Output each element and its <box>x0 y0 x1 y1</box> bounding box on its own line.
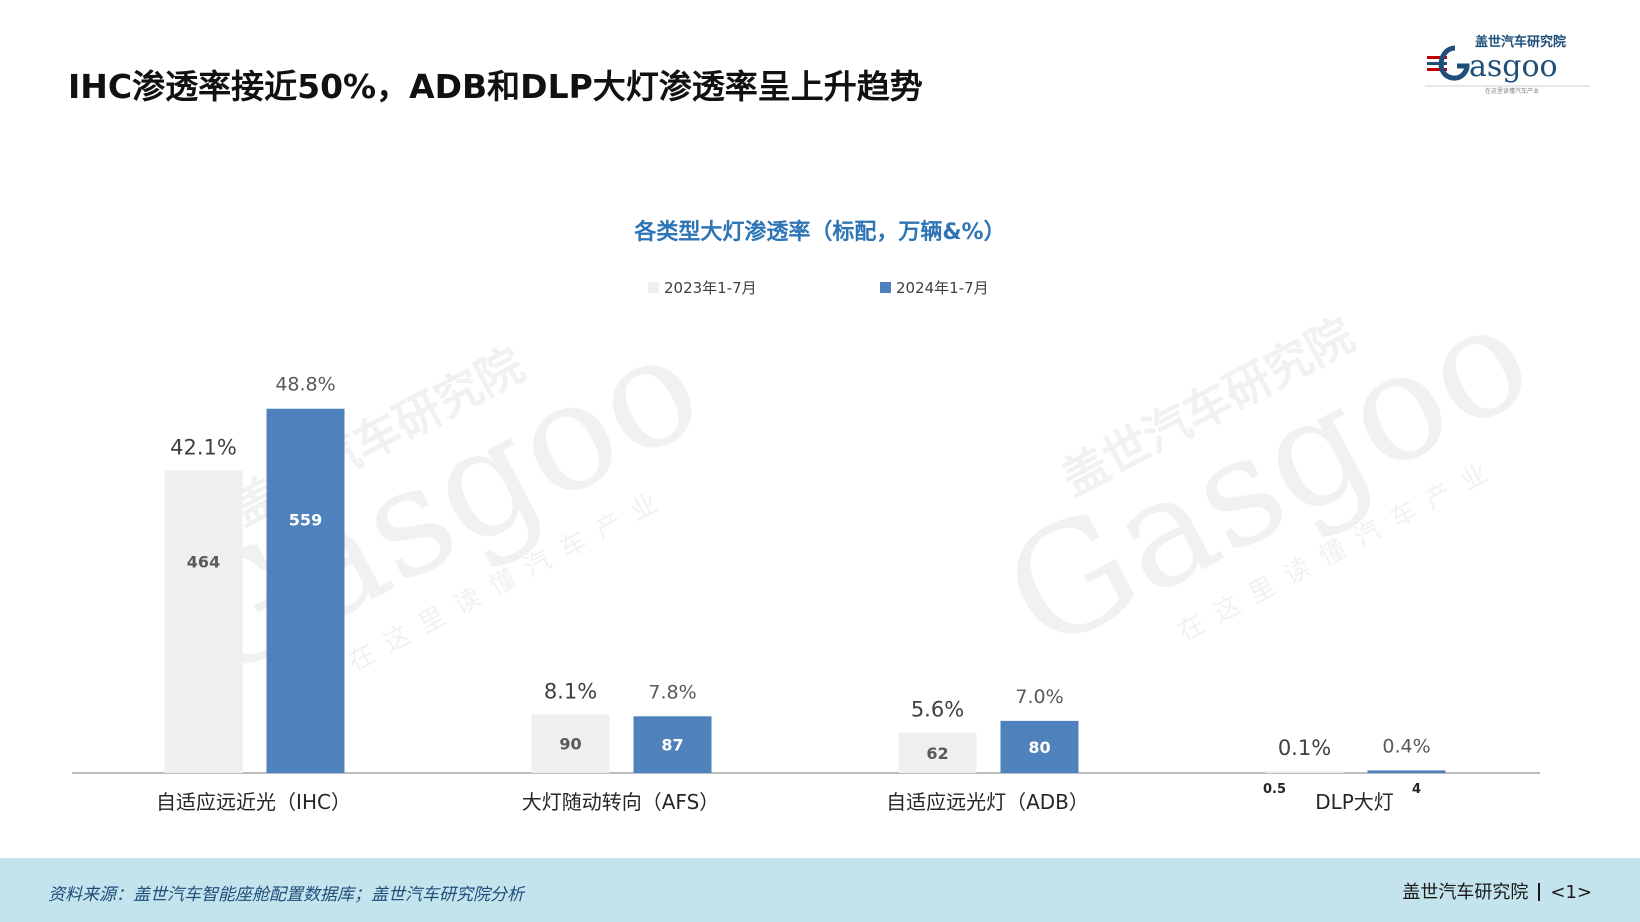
x-tick-label: 自适应远光灯（ADB） <box>886 790 1089 814</box>
legend-swatch-2024 <box>880 282 891 293</box>
footer-right: 盖世汽车研究院 <1> <box>1402 878 1592 904</box>
x-tick-label: 大灯随动转向（AFS） <box>522 790 720 814</box>
data-label-rate: 7.0% <box>1015 686 1063 708</box>
bar-2023 <box>531 714 610 773</box>
data-label-rate: 42.1% <box>170 436 237 460</box>
svg-text:asgoo: asgoo <box>1469 49 1558 84</box>
bar-2024 <box>633 716 712 773</box>
data-label-volume: 62 <box>926 744 948 763</box>
x-tick-label: DLP大灯 <box>1315 790 1394 814</box>
chart-title: 各类型大灯渗透率（标配，万辆&%） <box>634 220 1006 245</box>
source-note: 资料来源：盖世汽车智能座舱配置数据库；盖世汽车研究院分析 <box>48 885 524 905</box>
data-label-volume: 464 <box>187 552 220 571</box>
legend-label-2023: 2023年1-7月 <box>664 279 757 297</box>
data-label-rate: 5.6% <box>911 698 964 722</box>
logo-flag-icon <box>1427 56 1447 71</box>
legend-item-2024: 2024年1-7月 <box>880 277 989 298</box>
data-label-volume: 4 <box>1412 782 1421 797</box>
footer-divider <box>1538 883 1541 901</box>
bar-2023 <box>1265 771 1344 773</box>
data-label-rate: 0.4% <box>1382 735 1430 757</box>
svg-text:盖世汽车研究院: 盖世汽车研究院 <box>1475 34 1566 50</box>
data-label-volume: 0.5 <box>1263 782 1286 797</box>
page-number: <1> <box>1550 882 1592 903</box>
gasgoo-logo: asgoo 盖世汽车研究院 在这里读懂汽车产业 <box>1425 34 1590 95</box>
bar-2024 <box>1000 720 1079 773</box>
bar-2024 <box>1367 770 1446 773</box>
data-label-rate: 8.1% <box>544 679 597 703</box>
data-label-volume: 87 <box>661 736 683 755</box>
svg-text:在这里读懂汽车产业: 在这里读懂汽车产业 <box>1485 87 1539 95</box>
legend-item-2023: 2023年1-7月 <box>648 277 757 298</box>
data-label-volume: 559 <box>289 510 322 529</box>
footer-org: 盖世汽车研究院 <box>1402 882 1529 903</box>
legend-swatch-2023 <box>648 282 659 293</box>
bar-2023 <box>898 732 977 773</box>
data-label-rate: 48.8% <box>275 374 335 396</box>
x-tick-label: 自适应远近光（IHC） <box>156 790 351 814</box>
bar-2023 <box>164 470 243 773</box>
footer-bar: 资料来源：盖世汽车智能座舱配置数据库；盖世汽车研究院分析 盖世汽车研究院 <1> <box>0 858 1640 922</box>
bar-2024 <box>266 408 345 773</box>
data-label-rate: 0.1% <box>1278 736 1331 760</box>
data-label-rate: 7.8% <box>648 681 696 703</box>
slide-title: IHC渗透率接近50%，ADB和DLP大灯渗透率呈上升趋势 <box>68 67 923 106</box>
data-label-volume: 90 <box>559 735 581 754</box>
legend-label-2024: 2024年1-7月 <box>896 279 989 297</box>
data-label-volume: 80 <box>1028 738 1050 757</box>
